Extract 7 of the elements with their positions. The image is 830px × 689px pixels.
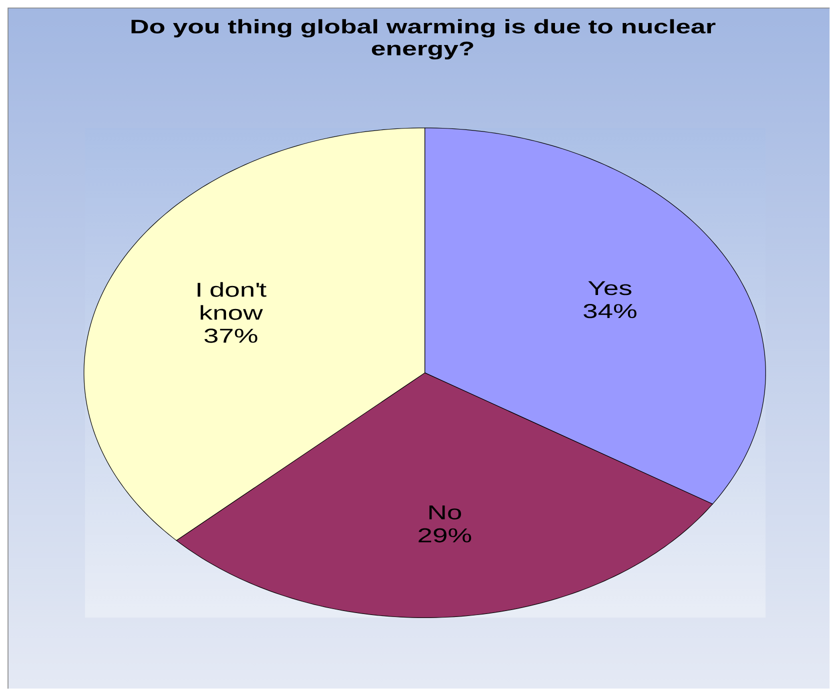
- data-label: 34%: [584, 304, 636, 318]
- chart-title: Do you thing global warming is due to nuclear energy?: [132, 19, 716, 60]
- slice-label: I don't know: [198, 282, 266, 320]
- data-label: 29%: [418, 528, 472, 542]
- data-label: 37%: [204, 328, 258, 343]
- slice-label: No: [429, 505, 462, 520]
- slice-label: Yes: [588, 281, 632, 296]
